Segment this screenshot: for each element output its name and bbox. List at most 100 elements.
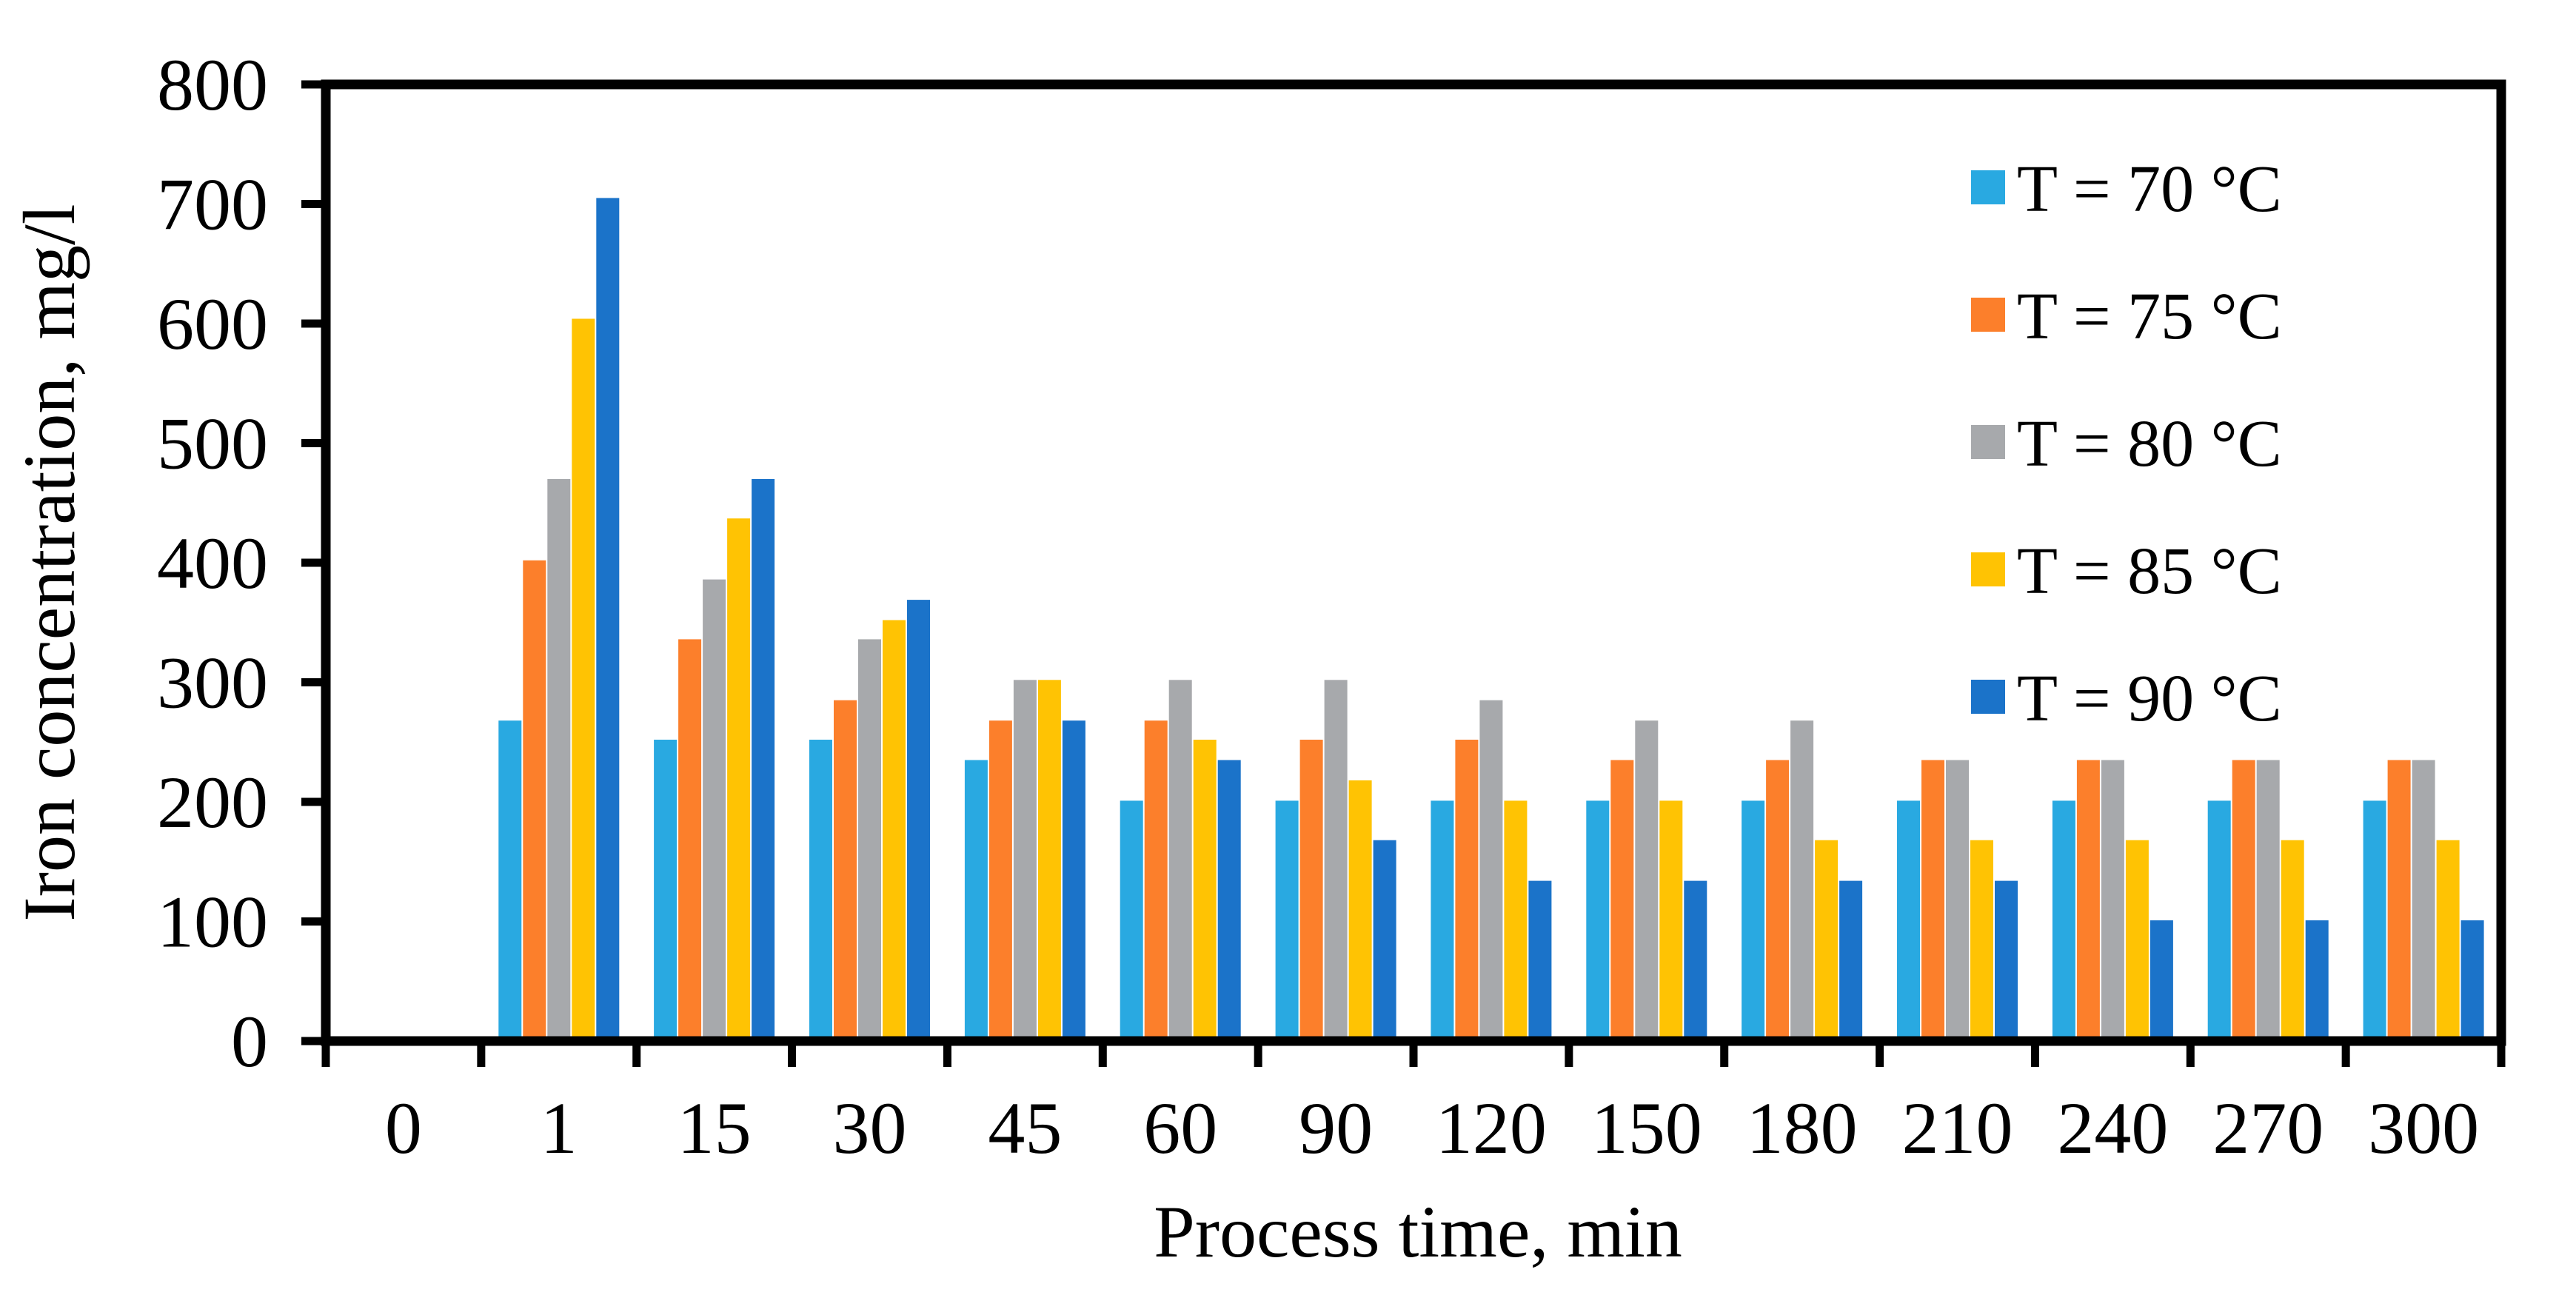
bar-T=90°C-t180: [1839, 880, 1863, 1041]
bar-T=90°C-t90: [1373, 840, 1396, 1041]
bar-T=75°C-t30: [834, 700, 857, 1041]
y-tick-label-0: 0: [231, 1000, 268, 1083]
x-tick-label-0: 0: [385, 1087, 422, 1169]
bar-T=75°C-t180: [1766, 760, 1790, 1041]
bar-T=90°C-t120: [1528, 880, 1552, 1041]
bar-T=70°C-t270: [2207, 800, 2231, 1041]
bar-T=90°C-t15: [752, 479, 775, 1041]
bar-T=85°C-t15: [727, 518, 751, 1041]
x-tick-label-90: 90: [1299, 1087, 1373, 1169]
y-tick-label-800: 800: [157, 44, 268, 126]
bar-T=70°C-t90: [1275, 800, 1299, 1041]
y-tick-label-400: 400: [157, 522, 268, 604]
bar-T=80°C-t180: [1790, 720, 1814, 1041]
bar-T=90°C-t150: [1684, 880, 1707, 1041]
legend-label-T=75°C: T = 75 °C: [2017, 280, 2282, 353]
bar-T=80°C-t45: [1013, 680, 1037, 1041]
bar-T=70°C-t60: [1120, 800, 1143, 1041]
y-tick-label-700: 700: [157, 164, 268, 246]
bar-T=70°C-t15: [654, 740, 678, 1041]
bar-T=90°C-t240: [2150, 920, 2173, 1041]
bar-T=90°C-t60: [1217, 760, 1241, 1041]
bar-T=80°C-t150: [1635, 720, 1659, 1041]
bar-T=85°C-t120: [1504, 800, 1528, 1041]
legend-swatch-T=85°C: [1971, 552, 2005, 586]
x-tick-label-300: 300: [2368, 1087, 2479, 1169]
bar-T=75°C-t45: [988, 720, 1012, 1041]
bar-T=80°C-t300: [2412, 760, 2435, 1041]
bar-T=90°C-t270: [2305, 920, 2329, 1041]
bar-T=90°C-t210: [1995, 880, 2018, 1041]
bar-T=80°C-t1: [547, 479, 571, 1041]
y-tick-label-500: 500: [157, 403, 268, 485]
bar-T=80°C-t240: [2101, 760, 2124, 1041]
legend-swatch-T=90°C: [1971, 680, 2005, 714]
bar-T=75°C-t120: [1455, 740, 1479, 1041]
x-tick-label-15: 15: [678, 1087, 752, 1169]
bar-T=80°C-t60: [1168, 680, 1192, 1041]
bar-T=85°C-t30: [883, 620, 906, 1041]
bar-T=70°C-t150: [1586, 800, 1610, 1041]
bar-T=70°C-t300: [2363, 800, 2386, 1041]
bar-T=75°C-t270: [2232, 760, 2255, 1041]
bar-T=75°C-t90: [1299, 740, 1323, 1041]
bar-T=85°C-t240: [2125, 840, 2149, 1041]
bar-T=75°C-t150: [1610, 760, 1634, 1041]
bar-T=90°C-t1: [596, 198, 620, 1041]
x-tick-label-240: 240: [2057, 1087, 2168, 1169]
bar-T=75°C-t60: [1144, 720, 1168, 1041]
x-axis-title: Process time, min: [1154, 1191, 1682, 1273]
x-tick-label-60: 60: [1143, 1087, 1217, 1169]
legend-label-T=80°C: T = 80 °C: [2017, 407, 2282, 481]
legend-swatch-T=80°C: [1971, 425, 2005, 459]
bar-T=75°C-t15: [678, 639, 702, 1041]
y-tick-label-300: 300: [157, 642, 268, 724]
x-tick-label-270: 270: [2212, 1087, 2324, 1169]
bar-T=75°C-t240: [2076, 760, 2100, 1041]
bar-T=80°C-t90: [1324, 680, 1348, 1041]
bar-T=85°C-t60: [1193, 740, 1217, 1041]
bar-T=70°C-t30: [809, 740, 832, 1041]
y-axis-title: Iron concentration, mg/l: [8, 204, 90, 921]
bar-T=90°C-t300: [2460, 920, 2484, 1041]
bar-T=85°C-t300: [2436, 840, 2460, 1041]
bar-T=75°C-t1: [523, 560, 546, 1041]
bar-T=75°C-t300: [2387, 760, 2411, 1041]
x-tick-label-30: 30: [833, 1087, 907, 1169]
bar-T=70°C-t180: [1742, 800, 1765, 1041]
x-tick-label-210: 210: [1902, 1087, 2013, 1169]
bar-T=70°C-t120: [1431, 800, 1454, 1041]
bar-T=85°C-t180: [1815, 840, 1839, 1041]
legend-label-T=85°C: T = 85 °C: [2017, 535, 2282, 608]
bar-T=85°C-t90: [1348, 780, 1372, 1041]
bar-T=80°C-t210: [1946, 760, 1969, 1041]
legend-label-T=70°C: T = 70 °C: [2017, 153, 2282, 226]
legend-swatch-T=70°C: [1971, 170, 2005, 204]
y-tick-label-100: 100: [157, 881, 268, 963]
bar-T=85°C-t1: [572, 318, 595, 1041]
bar-T=70°C-t210: [1897, 800, 1920, 1041]
bar-T=90°C-t30: [907, 600, 930, 1041]
bar-T=85°C-t45: [1037, 680, 1061, 1041]
x-tick-label-45: 45: [988, 1087, 1062, 1169]
bar-T=85°C-t210: [1970, 840, 1993, 1041]
legend-label-T=90°C: T = 90 °C: [2017, 662, 2282, 735]
x-tick-label-150: 150: [1591, 1087, 1702, 1169]
bar-T=80°C-t30: [858, 639, 881, 1041]
bar-T=85°C-t270: [2281, 840, 2304, 1041]
y-tick-label-200: 200: [157, 761, 268, 843]
bar-T=70°C-t240: [2052, 800, 2075, 1041]
bar-T=85°C-t150: [1659, 800, 1683, 1041]
x-tick-label-180: 180: [1747, 1087, 1858, 1169]
y-tick-label-600: 600: [157, 283, 268, 365]
bar-T=80°C-t120: [1479, 700, 1503, 1041]
bar-T=80°C-t15: [703, 579, 726, 1041]
x-tick-label-1: 1: [541, 1087, 578, 1169]
legend-swatch-T=75°C: [1971, 298, 2005, 332]
bar-T=70°C-t1: [498, 720, 522, 1041]
x-tick-label-120: 120: [1436, 1087, 1547, 1169]
bar-T=75°C-t210: [1921, 760, 1944, 1041]
bar-T=90°C-t45: [1062, 720, 1085, 1041]
